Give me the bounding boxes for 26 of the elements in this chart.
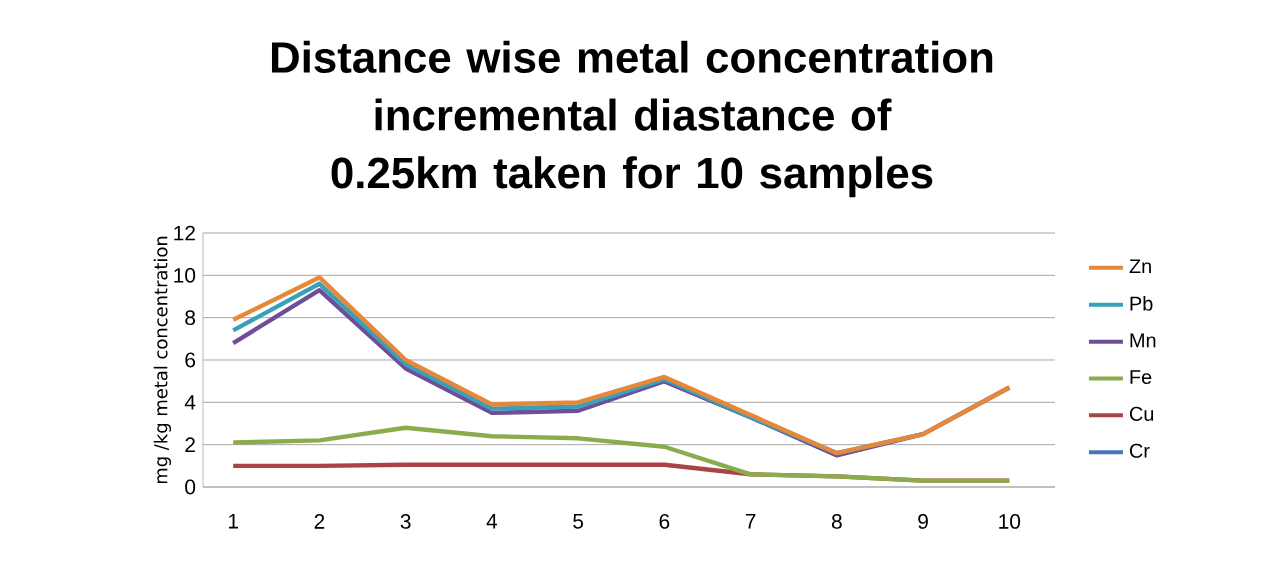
x-tick-label: 6 bbox=[659, 514, 670, 529]
x-tick-label: 5 bbox=[573, 514, 584, 529]
legend-label: Fe bbox=[1130, 370, 1152, 385]
y-tick-label: 4 bbox=[184, 395, 196, 410]
x-tick-label: 10 bbox=[999, 514, 1021, 529]
x-tick-label: 2 bbox=[314, 514, 325, 529]
x-tick-label: 9 bbox=[918, 514, 928, 529]
x-tick-label: 8 bbox=[831, 514, 842, 529]
y-tick-label: 10 bbox=[174, 267, 196, 283]
line-series bbox=[231, 425, 1012, 483]
y-tick-label: 0 bbox=[185, 479, 196, 495]
legend-label: Zn bbox=[1129, 259, 1151, 274]
legend-label: Mn bbox=[1130, 333, 1156, 348]
y-tick-label: 12 bbox=[174, 225, 195, 241]
chart-title: Distance wise metal concentration incremental diastance of 0.25km taken for 10 samples bbox=[271, 40, 993, 198]
y-axis-title: mg /kg metal concentration bbox=[153, 236, 172, 484]
x-tick-label: 7 bbox=[745, 514, 756, 529]
x-tick-label: 3 bbox=[400, 514, 411, 529]
legend-label: Pb bbox=[1130, 296, 1153, 311]
legend-label: Cu bbox=[1129, 406, 1154, 421]
x-tick-label: 1 bbox=[228, 514, 238, 529]
y-tick-label: 2 bbox=[185, 437, 195, 452]
y-tick-label: 6 bbox=[185, 352, 196, 368]
y-tick-label: 8 bbox=[185, 310, 196, 326]
legend-label: Cr bbox=[1129, 443, 1150, 458]
x-tick-label: 4 bbox=[486, 514, 498, 529]
